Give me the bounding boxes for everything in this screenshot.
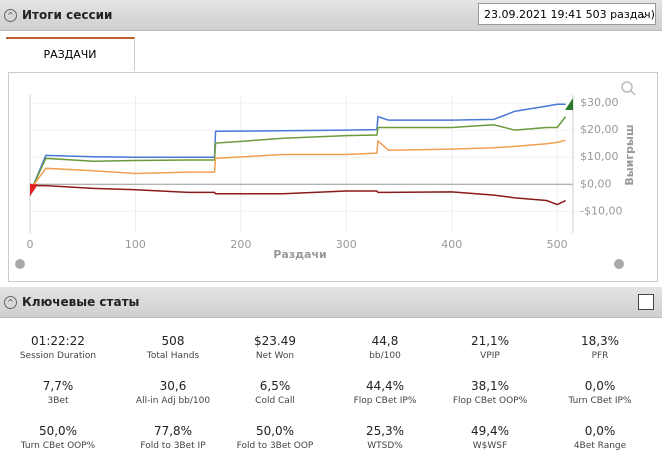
session-select[interactable]: 23.09.2021 19:41 503 раздач) ⌄ xyxy=(478,3,656,25)
stat-value: 38,1% xyxy=(470,379,510,393)
stat: 7,7% 3Bet xyxy=(3,379,113,406)
stat-value: 50,0% xyxy=(38,424,78,438)
x-tick-label: 400 xyxy=(441,238,462,251)
tab[interactable]: РАЗДАЧИ xyxy=(6,37,135,71)
session-text: 23.09.2021 19:41 503 раздач) xyxy=(484,8,655,21)
stat-value: 6,5% xyxy=(259,379,291,393)
stat: 18,3% PFR xyxy=(545,334,655,361)
stat: 77,8% Fold to 3Bet IP xyxy=(118,424,228,451)
session-header: ^ Итоги сессии 23.09.2021 19:41 503 разда… xyxy=(0,0,662,31)
stat-value: 77,8% xyxy=(153,424,193,438)
x-tick-label: 200 xyxy=(230,238,251,251)
stat-value: 30,6 xyxy=(159,379,187,393)
start-marker xyxy=(30,184,38,197)
stat-label: W$WSF xyxy=(472,441,508,451)
stat-label: Fold to 3Bet OOP xyxy=(236,441,314,451)
x-tick-label: 300 xyxy=(336,238,357,251)
stat-label: Flop CBet OOP% xyxy=(452,396,528,406)
stats-header: ^ Ключевые статы xyxy=(0,287,662,318)
stat: 0,0% Turn CBet IP% xyxy=(545,379,655,406)
stat: 21,1% VPIP xyxy=(435,334,545,361)
stat: 30,6 All-in Adj bb/100 xyxy=(118,379,228,406)
y-tick-label: -$10,00 xyxy=(580,204,622,217)
y-tick-label: $30,00 xyxy=(580,96,619,109)
x-tick-label: 500 xyxy=(547,238,568,251)
stat-label: Turn CBet IP% xyxy=(568,396,632,406)
stat: 25,3% WTSD% xyxy=(330,424,440,451)
y-tick-label: $10,00 xyxy=(580,150,619,163)
stat: $23.49 Net Won xyxy=(220,334,330,361)
series-line xyxy=(29,116,567,187)
stat-label: WTSD% xyxy=(367,441,403,451)
stat-label: 3Bet xyxy=(47,396,69,406)
stat: 01:22:22 Session Duration xyxy=(3,334,113,361)
stat-value: 01:22:22 xyxy=(31,334,85,348)
stat-value: 49,4% xyxy=(470,424,510,438)
stat-value: 508 xyxy=(161,334,185,348)
stat-label: Session Duration xyxy=(19,351,97,361)
x-axis-label: Раздачи xyxy=(273,248,326,261)
stat-label: Cold Call xyxy=(255,396,295,406)
stat-value: 50,0% xyxy=(255,424,295,438)
stat-value: 0,0% xyxy=(584,424,616,438)
stat: 50,0% Fold to 3Bet OOP xyxy=(220,424,330,451)
x-tick-label: 0 xyxy=(27,238,34,251)
stat-value: 25,3% xyxy=(365,424,405,438)
stat: 0,0% 4Bet Range xyxy=(545,424,655,451)
stat-label: 4Bet Range xyxy=(573,441,627,451)
stat-label: bb/100 xyxy=(369,351,401,361)
stat-label: Turn CBet OOP% xyxy=(20,441,96,451)
stat-value: 21,1% xyxy=(470,334,510,348)
stat: 50,0% Turn CBet OOP% xyxy=(3,424,113,451)
stat-value: 44,4% xyxy=(365,379,405,393)
stat: 508 Total Hands xyxy=(118,334,228,361)
stat-value: 0,0% xyxy=(584,379,616,393)
y-tick-label: $0,00 xyxy=(580,177,612,190)
stat-label: VPIP xyxy=(480,351,500,361)
chart: 0 100 200 300 400 500 -$10,00 $0,00 $10,00 $20,00… xyxy=(15,81,636,269)
end-marker xyxy=(565,98,573,110)
collapse[interactable]: ^ xyxy=(4,296,17,309)
series-line xyxy=(29,103,566,187)
y-tick-label: $20,00 xyxy=(580,123,619,136)
stat-value: $23.49 xyxy=(254,334,296,348)
stat: 49,4% W$WSF xyxy=(435,424,545,451)
stat-label: Net Won xyxy=(255,351,295,361)
stat: 44,8 bb/100 xyxy=(330,334,440,361)
x-tick-label: 100 xyxy=(125,238,146,251)
stat: 6,5% Cold Call xyxy=(220,379,330,406)
header-title: Итоги сессии xyxy=(22,8,113,22)
stat-value: 7,7% xyxy=(42,379,74,393)
stat: 38,1% Flop CBet OOP% xyxy=(435,379,545,406)
stat-value: 18,3% xyxy=(580,334,620,348)
stat-label: All-in Adj bb/100 xyxy=(135,396,211,406)
toggle[interactable] xyxy=(638,294,654,310)
stat-value: 44,8 xyxy=(371,334,399,348)
stat-label: PFR xyxy=(591,351,609,361)
series-line xyxy=(29,183,566,206)
series-line xyxy=(29,139,566,187)
stat-label: Fold to 3Bet IP xyxy=(140,441,206,451)
y-axis-label: Выигрыш xyxy=(623,124,636,185)
stat-label: Flop CBet IP% xyxy=(353,396,417,406)
stat-label: Total Hands xyxy=(146,351,200,361)
stat: 44,4% Flop CBet IP% xyxy=(330,379,440,406)
chart-panel xyxy=(8,72,658,282)
stats-title: Ключевые статы xyxy=(22,295,140,309)
collapse[interactable]: ^ xyxy=(4,9,17,22)
